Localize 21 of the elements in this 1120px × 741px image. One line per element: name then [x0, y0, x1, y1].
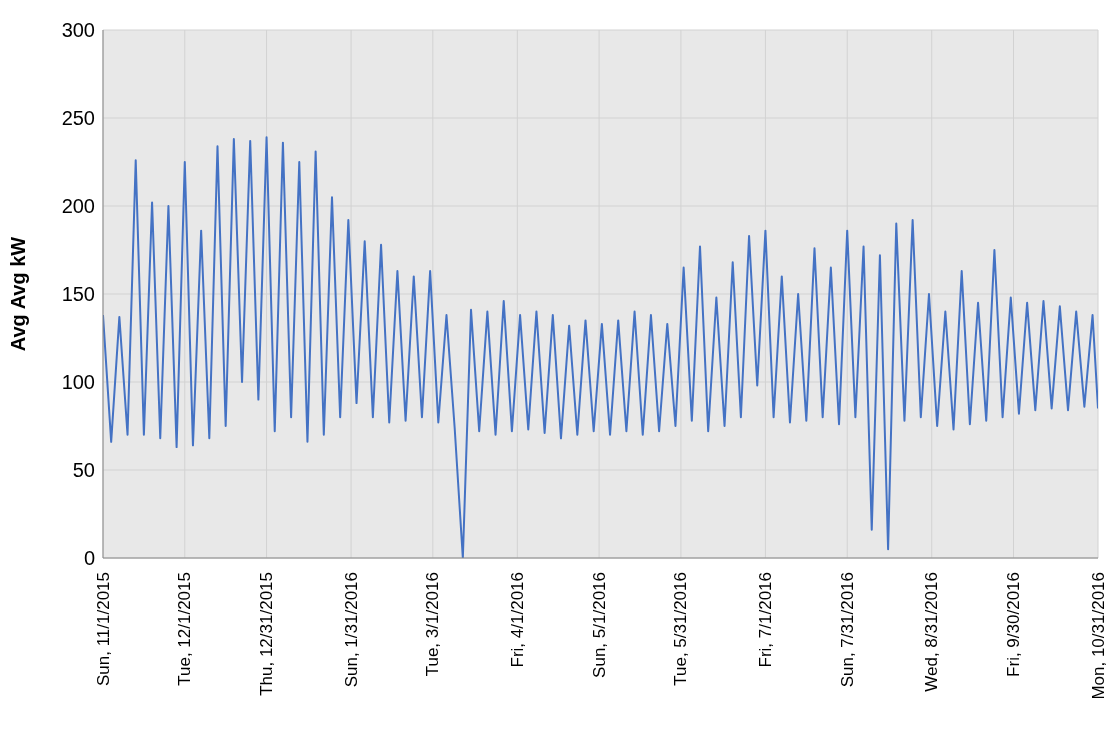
y-axis-title: Avg Avg kW — [7, 236, 30, 352]
y-tick-label: 200 — [61, 195, 95, 218]
y-tick-label: 150 — [61, 283, 95, 306]
x-tick-label: Sun, 1/31/2016 — [341, 572, 361, 688]
x-tick-label: Tue, 12/1/2015 — [175, 572, 195, 686]
y-tick-label: 100 — [61, 371, 95, 394]
x-tick-label: Fri, 4/1/2016 — [507, 572, 527, 668]
y-tick-label: 300 — [61, 19, 95, 42]
y-tick-label: 50 — [72, 459, 95, 482]
x-tick-label: Tue, 3/1/2016 — [423, 572, 443, 677]
y-tick-label: 250 — [61, 107, 95, 130]
x-tick-label: Sun, 7/31/2016 — [837, 572, 857, 688]
x-tick-label: Fri, 7/1/2016 — [755, 572, 775, 668]
x-tick-label: Fri, 9/30/2016 — [1003, 572, 1023, 677]
x-tick-label: Sun, 11/1/2015 — [93, 572, 113, 687]
y-tick-label: 0 — [83, 547, 95, 570]
x-tick-label: Mon, 10/31/2016 — [1088, 572, 1108, 700]
x-tick-label: Thu, 12/31/2015 — [257, 572, 277, 696]
x-tick-label: Wed, 8/31/2016 — [922, 572, 942, 692]
x-tick-label: Tue, 5/31/2016 — [671, 572, 691, 686]
x-tick-label: Sun, 5/1/2016 — [589, 572, 609, 678]
